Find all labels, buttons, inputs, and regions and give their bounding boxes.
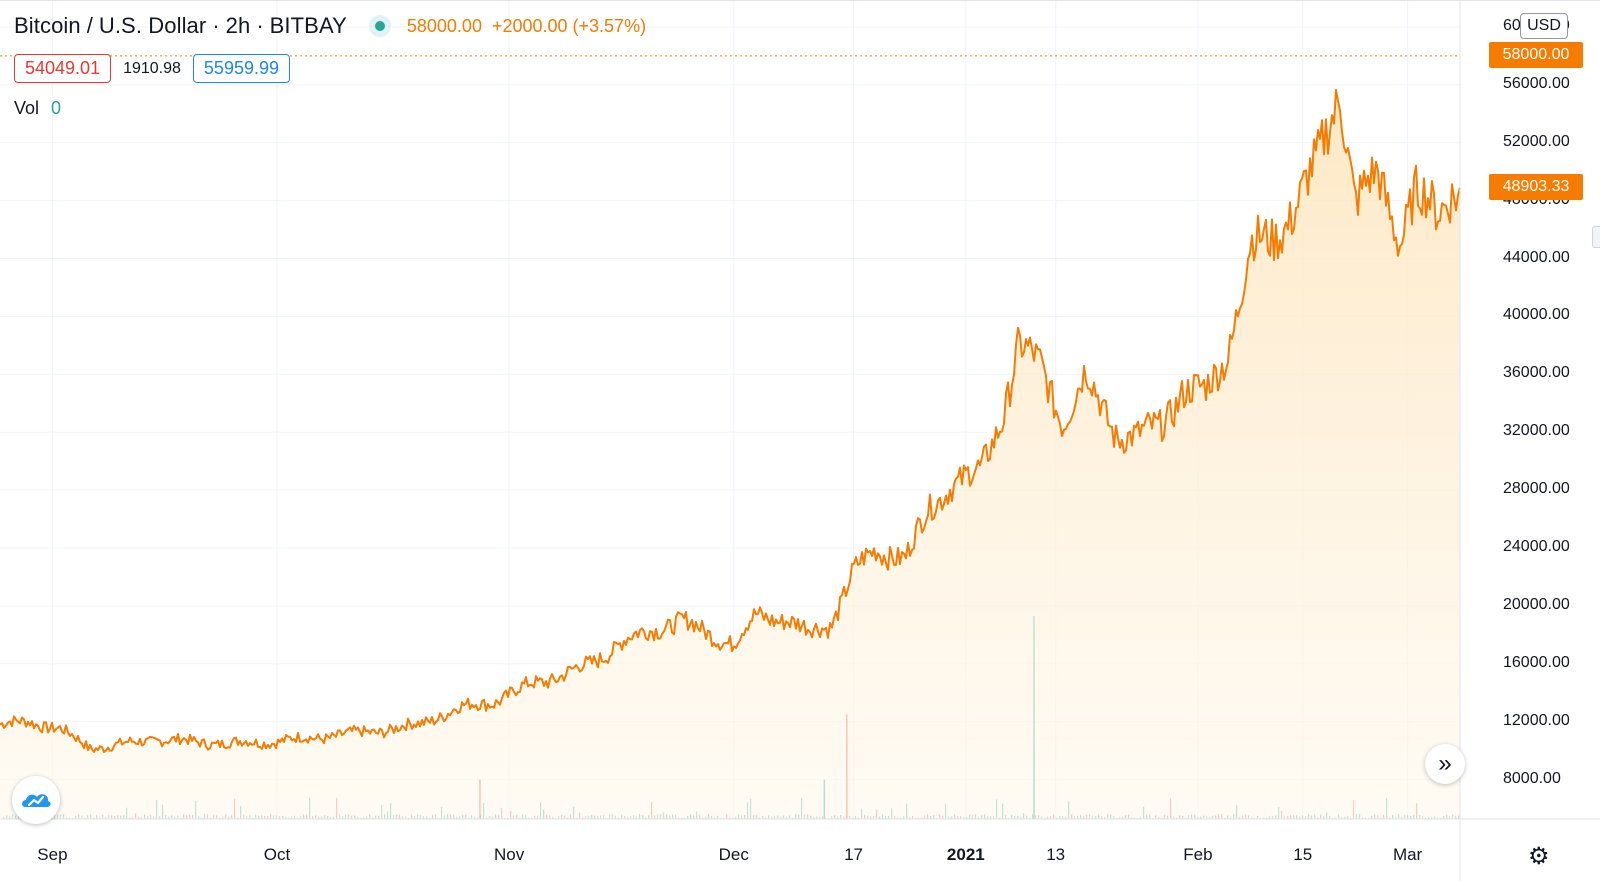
quote-currency: U.S. Dollar: [98, 13, 207, 38]
price-tick-label: 28000.00: [1503, 480, 1570, 498]
price-tick-label: 52000.00: [1503, 132, 1570, 150]
symbol-name[interactable]: Bitcoin: [14, 13, 81, 38]
price-tick-label: 56000.00: [1503, 74, 1570, 92]
volume-label[interactable]: Vol: [14, 98, 40, 118]
gear-icon[interactable]: ⚙: [1528, 843, 1550, 870]
price-tick-label: 36000.00: [1503, 364, 1570, 382]
time-tick-label: 2021: [946, 845, 985, 864]
tradingview-cloud-icon[interactable]: [12, 776, 60, 824]
price-tick-label: 40000.00: [1503, 306, 1570, 324]
price-area: [0, 88, 1461, 820]
time-tick-label: Feb: [1183, 845, 1213, 864]
time-tick-label: 17: [844, 845, 863, 864]
separator: ·: [212, 13, 220, 38]
price-tick-label: 44000.00: [1503, 248, 1570, 266]
last-price-tag: 58000.00: [1489, 41, 1583, 68]
sell-price-button[interactable]: 54049.01: [14, 54, 112, 83]
time-tick-label: Nov: [494, 845, 525, 864]
price-tick-label: 16000.00: [1503, 653, 1570, 671]
chart-legend-title: Bitcoin / U.S. Dollar · 2h · BITBAY 5800…: [14, 13, 646, 39]
time-tick-label: Mar: [1392, 845, 1423, 864]
exchange-label: BITBAY: [269, 13, 347, 38]
bid-ask-row: 54049.01 1910.98 55959.99: [14, 54, 290, 83]
price-tick-label: 8000.00: [1503, 769, 1561, 787]
price-line: [0, 88, 1461, 753]
price-tick-label: 12000.00: [1503, 711, 1570, 729]
price-tick-label: 20000.00: [1503, 595, 1570, 613]
volume-value: 0: [51, 98, 62, 118]
time-tick-label: Oct: [263, 845, 291, 864]
double-chevron-right-icon[interactable]: »: [1425, 744, 1465, 784]
market-open-icon: [368, 15, 391, 37]
separator: ·: [256, 13, 264, 38]
price-area-fill: [0, 89, 1460, 820]
volume-legend: Vol 0: [14, 98, 61, 119]
separator: /: [86, 13, 93, 38]
current-price-tag: 48903.33: [1489, 173, 1583, 200]
price-change: +2000.00 (+3.57%): [491, 15, 647, 36]
price-tick-label: 32000.00: [1503, 422, 1570, 440]
time-tick-label: Dec: [718, 845, 749, 864]
spread-value: 1910.98: [123, 59, 181, 77]
time-tick-label: Sep: [37, 845, 68, 864]
time-tick-label: 15: [1293, 845, 1313, 864]
side-panel-handle[interactable]: [1592, 226, 1600, 248]
buy-price-button[interactable]: 55959.99: [192, 54, 290, 83]
last-price: 58000.00: [406, 15, 482, 36]
time-tick-label: 13: [1046, 845, 1066, 864]
price-tick-label: 24000.00: [1503, 538, 1570, 555]
interval-label[interactable]: 2h: [225, 13, 251, 38]
currency-button[interactable]: USD: [1520, 13, 1568, 39]
